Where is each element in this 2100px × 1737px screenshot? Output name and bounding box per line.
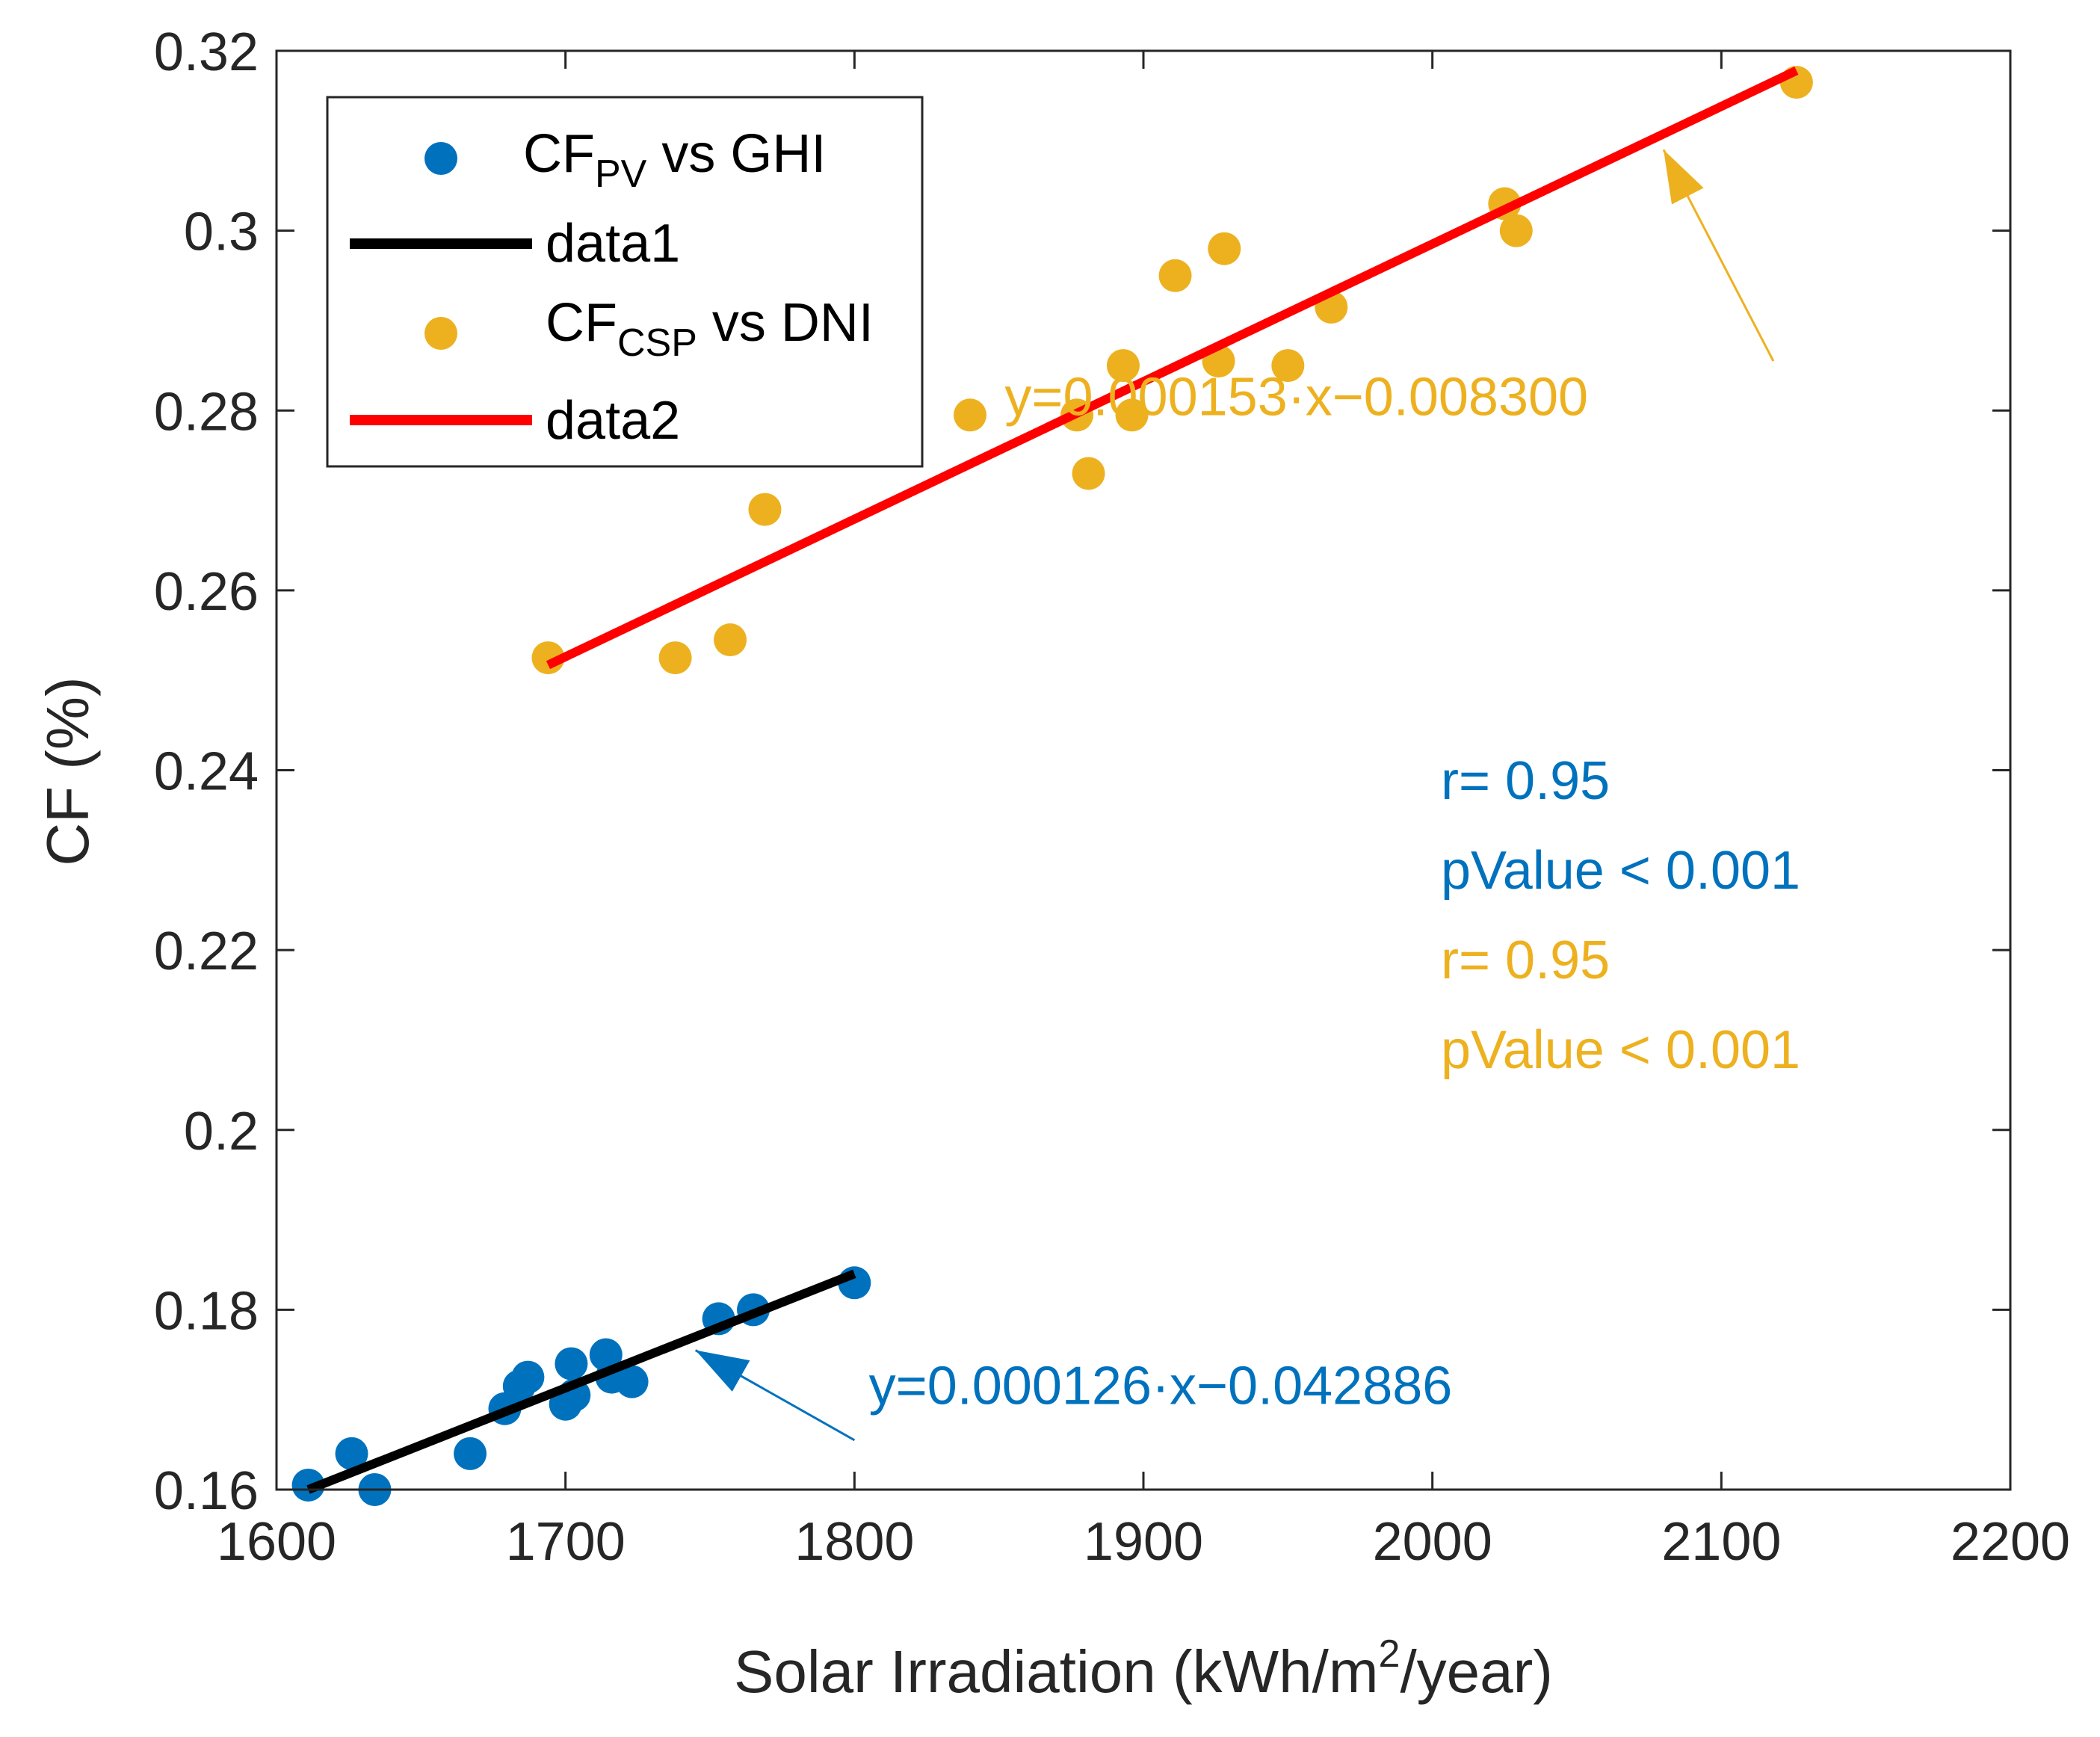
series-2-point: [1208, 232, 1241, 265]
y-tick-label: 0.16: [154, 1461, 259, 1521]
x-axis-label: Solar Irradiation (kWh/m2/year): [734, 1632, 1553, 1705]
pv-equation-label: y=0.000126·x−0.042886: [869, 1357, 1453, 1416]
series-3-fit-line: [546, 67, 1799, 670]
y-tick-label: 0.26: [154, 562, 259, 622]
series-2-point: [1271, 349, 1305, 383]
series-0-point: [335, 1437, 368, 1470]
legend-csp-marker: [424, 317, 457, 350]
series-0-point: [555, 1347, 588, 1380]
legend-pv-label: CFPV vs GHI: [523, 124, 826, 196]
pv-r-value: r= 0.95: [1441, 751, 1610, 811]
csp-equation-label: y=0.000153·x−0.008300: [1004, 367, 1588, 427]
x-tick-label: 1700: [506, 1512, 626, 1572]
series-0-point: [511, 1360, 545, 1394]
pv-p-value: pValue < 0.001: [1441, 841, 1800, 901]
y-tick-label: 0.18: [154, 1281, 259, 1341]
series-0-point: [454, 1437, 487, 1470]
series-2-point: [658, 641, 692, 675]
data-marks: [291, 66, 1813, 1506]
axis-ticks: 1600 1700 1800 1900 2000 2100 2200 0.16 0.18 0.2 0…: [154, 22, 2070, 1572]
legend-data1-label: data1: [546, 214, 680, 274]
x-tick-label: 2000: [1373, 1512, 1492, 1572]
series-2-point: [954, 398, 986, 432]
y-tick-label: 0.24: [154, 742, 259, 802]
y-tick-label: 0.3: [184, 203, 259, 262]
legend-pv-marker: [424, 142, 457, 175]
x-tick-label: 1800: [794, 1512, 914, 1572]
pv-equation-arrow-head: [695, 1350, 750, 1392]
series-2-point: [748, 493, 782, 526]
y-tick-label: 0.22: [154, 922, 259, 981]
series-2-point: [1106, 349, 1140, 383]
csp-p-value: pValue < 0.001: [1441, 1020, 1800, 1080]
series-1-fit-line: [306, 1269, 856, 1494]
series-0-point: [615, 1365, 649, 1398]
series-2-point: [714, 623, 747, 657]
annotations: y=0.000126·x−0.042886 y=0.000153·x−0.008…: [694, 149, 1800, 1442]
legend-data2-label: data2: [546, 391, 680, 451]
series-2-point: [1158, 259, 1192, 292]
x-tick-label: 2200: [1951, 1512, 2070, 1572]
x-tick-label: 1600: [217, 1512, 336, 1572]
y-tick-label: 0.2: [184, 1102, 259, 1161]
y-tick-label: 0.32: [154, 22, 259, 82]
x-tick-label: 2100: [1661, 1512, 1781, 1572]
legend: CFPV vs GHI data1 CFCSP vs DNI data2: [326, 96, 924, 468]
series-2-point: [1072, 457, 1105, 490]
legend-csp-label: CFCSP vs DNI: [546, 293, 874, 365]
series-2-point: [1499, 214, 1533, 247]
x-tick-label: 1900: [1084, 1512, 1203, 1572]
y-tick-label: 0.28: [154, 382, 259, 442]
csp-equation-arrow-head: [1664, 149, 1704, 205]
series-2-point: [1115, 398, 1149, 432]
csp-r-value: r= 0.95: [1441, 931, 1610, 990]
y-axis-label: CF (%): [34, 676, 101, 866]
